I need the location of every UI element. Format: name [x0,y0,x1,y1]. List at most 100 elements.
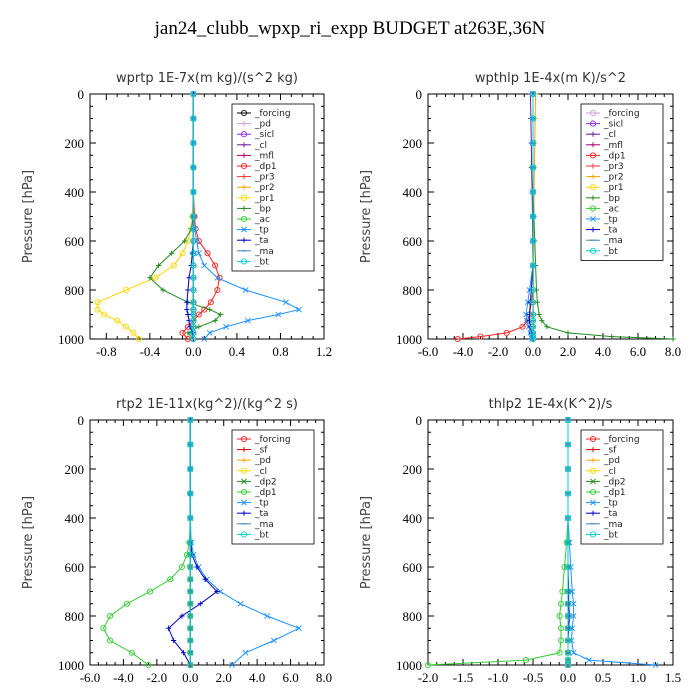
data-point [564,588,572,595]
y-tick-label: 1000 [58,332,84,347]
data-point [539,318,545,324]
legend-label: _ma [254,247,274,257]
data-point [296,625,302,632]
data-point [187,539,194,546]
legend-marker [589,205,597,212]
legend-label: _pr1 [254,194,275,204]
data-point [570,649,577,656]
data-point [529,333,537,340]
legend-label: _dp1 [603,151,626,161]
legend-label: _ta [603,509,618,519]
legend-label: _pd [254,120,271,130]
data-point [187,625,194,632]
legend: _forcing_pd_sicl_cl_mfl_dp1_pr3_pr2_pr1_… [231,103,315,272]
legend-marker [590,142,596,148]
legend-label: _pr2 [254,183,275,193]
legend-marker [241,447,247,453]
legend-marker [241,510,247,516]
legend-marker [240,215,248,223]
legend-marker [240,435,248,443]
data-point [214,274,221,281]
x-tick-label: -6.0 [80,670,101,685]
x-tick-label: 4.0 [595,344,611,359]
y-tick-label: 200 [403,462,423,477]
data-point [523,311,529,318]
y-axis-label: Pressure [hPa] [359,496,374,589]
legend-marker [240,467,248,474]
y-tick-label: 200 [65,136,85,151]
data-point [204,250,211,257]
data-point [187,588,194,595]
y-axis-label: Pressure [hPa] [359,170,374,263]
legend-marker [589,488,597,496]
data-point [544,324,550,330]
legend-marker [240,162,248,170]
x-tick-label: -2.0 [147,670,168,685]
data-point [570,600,577,607]
data-point [523,317,530,324]
legend-marker [240,194,248,201]
y-tick-label: 800 [65,609,85,624]
legend-label: _sicl [254,130,274,140]
legend-label: _dp2 [603,477,626,487]
y-tick-label: 0 [78,87,85,102]
legend-marker [590,216,596,222]
data-point [564,490,572,497]
data-point [564,649,572,656]
data-point [229,662,235,668]
data-point [529,323,537,330]
legend-marker [590,163,596,169]
legend-label: _ma [603,236,623,246]
data-point [190,237,197,245]
legend-label: _sf [254,446,268,456]
y-tick-label: 1000 [58,658,84,673]
data-point [194,564,200,570]
data-point [536,311,542,318]
data-point [190,139,197,147]
data-point [187,563,194,571]
data-point [296,306,302,313]
data-point [187,514,194,522]
legend-marker [240,131,248,138]
data-point [529,237,537,245]
x-tick-label: -4.0 [113,670,134,685]
data-point [190,164,197,171]
x-tick-label: 0.5 [595,670,611,685]
x-tick-label: -2.0 [418,670,439,685]
legend-label: _forcing [603,109,640,119]
data-point [187,612,194,620]
data-point [187,649,194,656]
legend-label: _ta [254,236,269,246]
series-bt [187,416,194,669]
data-point [206,329,213,336]
data-point [152,274,159,281]
data-point [565,330,571,336]
data-point [155,262,162,269]
data-point [147,275,153,281]
y-tick-label: 400 [65,511,85,526]
x-tick-label: 0.0 [525,344,541,359]
data-point [503,329,510,336]
data-point [242,287,249,293]
panel-title: wprtp 1E-7x(m kg)/(s^2 kg) [116,71,298,86]
data-point [557,637,565,644]
y-tick-label: 400 [65,185,85,200]
data-point [564,600,572,607]
data-point [187,551,194,558]
data-point [564,514,572,522]
series-dp1 [454,90,537,343]
data-point [556,612,563,620]
data-point [529,329,537,336]
data-point [217,588,224,595]
legend-label: _dp1 [254,162,277,172]
x-tick-label: -1.5 [453,670,474,685]
legend-label: _cl [603,130,616,140]
x-tick-label: 8.0 [665,344,681,359]
data-point [130,329,137,336]
x-tick-label: -1.0 [488,670,509,685]
data-point [190,323,197,330]
series-bt [529,90,537,343]
legend-marker [241,184,247,190]
data-point [114,317,121,324]
